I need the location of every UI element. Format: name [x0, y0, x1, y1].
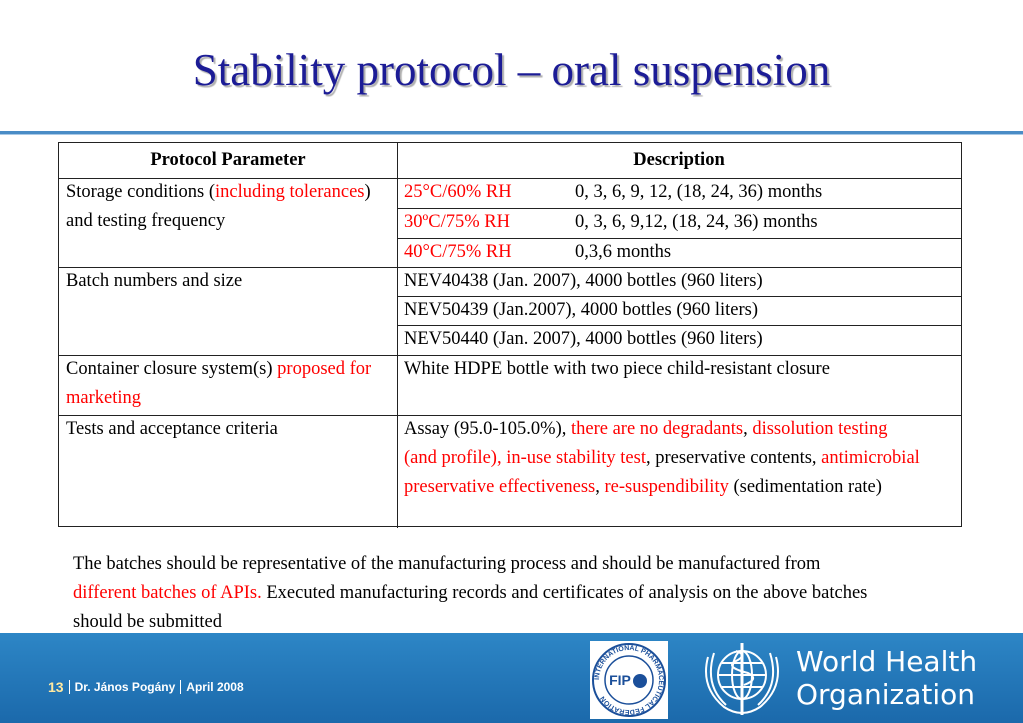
fip-inner-ring [604, 655, 654, 705]
text-run: , preservative contents, [645, 448, 822, 468]
text-run: NEV50440 (Jan. 2007), 4000 bottles (960 … [404, 329, 763, 349]
fip-abbr: FIP [609, 672, 631, 688]
text-run: Assay (95.0-105.0%), [404, 419, 571, 439]
header-cell: Description [633, 150, 725, 170]
description-cell: White HDPE bottle with two piece child-r… [397, 355, 961, 415]
sub-row-border [397, 296, 961, 297]
text-run: re-suspendibility [604, 477, 729, 497]
text-run: 40°C/75% RH [404, 242, 512, 262]
parameter-cell: Storage conditions (including tolerances… [59, 178, 397, 267]
text-run: 30ºC/75% RH [404, 212, 510, 232]
parameter-cell: Tests and acceptance criteria [59, 415, 397, 528]
description-cell: NEV50440 (Jan. 2007), 4000 bottles (960 … [397, 325, 961, 355]
row-border [59, 178, 961, 179]
footer-info: 13 Dr. János Pogány April 2008 [48, 680, 249, 694]
text-run: , [743, 419, 753, 439]
text-run: , [595, 477, 605, 497]
who-line: Organization [796, 678, 976, 711]
text-run: antimicrobial preservative effectiveness [404, 448, 920, 497]
text-run: Executed manufacturing records and certi… [73, 583, 868, 632]
text-run: dissolution testing (and profile), in-us… [404, 419, 888, 468]
text-run: Tests and acceptance criteria [66, 419, 278, 439]
sub-row-border [397, 208, 961, 209]
text-run: NEV50439 (Jan.2007), 4000 bottles (960 l… [404, 300, 759, 320]
description-cell: Assay (95.0-105.0%), there are no degrad… [397, 415, 961, 528]
text-run: 0,3,6 months [575, 242, 672, 262]
row-border [59, 355, 961, 356]
text-run: ) and testing frequency [66, 182, 371, 231]
fip-logo: INTERNATIONAL PHARMACEUTICAL FEDERATION … [590, 641, 668, 719]
page-number: 13 [48, 680, 70, 694]
text-run: there are no degradants [571, 419, 744, 439]
text-run: Batch numbers and size [66, 271, 243, 291]
who-line: World Health [796, 645, 978, 678]
description-cell: NEV40438 (Jan. 2007), 4000 bottles (960 … [397, 267, 961, 296]
text-run: 25°C/60% RH [404, 182, 512, 202]
text-run: White HDPE bottle with two piece child-r… [404, 359, 830, 379]
slide-title: Stability protocol – oral suspension [192, 45, 831, 95]
description-cell: 25°C/60% RH 0, 3, 6, 9, 12, (18, 24, 36) … [397, 178, 961, 208]
description-cell: NEV50439 (Jan.2007), 4000 bottles (960 l… [397, 296, 961, 325]
text-run: different batches of APIs. [73, 583, 262, 603]
fip-mark [633, 674, 647, 688]
text-run: The batches should be representative of … [73, 554, 821, 574]
text-run: Storage conditions ( [66, 182, 216, 202]
text-run: Container closure system(s) [66, 359, 278, 379]
text-run: 0, 3, 6, 9,12, (18, 24, 36) months [575, 212, 818, 232]
author: Dr. János Pogány [70, 680, 182, 694]
row-border [59, 415, 961, 416]
column-border [397, 143, 398, 528]
text-run: NEV40438 (Jan. 2007), 4000 bottles (960 … [404, 271, 763, 291]
text-run: 0, 3, 6, 9, 12, (18, 24, 36) months [575, 182, 823, 202]
description-cell: 30ºC/75% RH 0, 3, 6, 9,12, (18, 24, 36) m… [397, 208, 961, 238]
protocol-table: Protocol Parameter Description Storage con… [58, 142, 962, 528]
text-run: proposed for marketing [66, 359, 372, 408]
parameter-cell: Batch numbers and size [59, 267, 397, 355]
who-emblem [705, 643, 779, 715]
parameter-cell: Container closure system(s) proposed for… [59, 355, 397, 415]
sub-row-border [397, 238, 961, 239]
who-wordmark: World Health Organization [796, 645, 977, 711]
date: April 2008 [186, 680, 244, 694]
header-cell: Protocol Parameter [150, 150, 306, 170]
text-run: (sedimentation rate) [728, 477, 882, 497]
footer-band: 13 Dr. János Pogány April 2008 INTERNATI… [0, 633, 1023, 723]
text-run: including tolerances [215, 182, 365, 202]
description-cell: 40°C/75% RH 0,3,6 months [397, 238, 961, 267]
note-paragraph: The batches should be representative of … [73, 550, 888, 637]
sub-row-border [397, 325, 961, 326]
fip-ring [592, 643, 666, 717]
row-border [59, 267, 961, 268]
title-rule [0, 131, 1023, 135]
